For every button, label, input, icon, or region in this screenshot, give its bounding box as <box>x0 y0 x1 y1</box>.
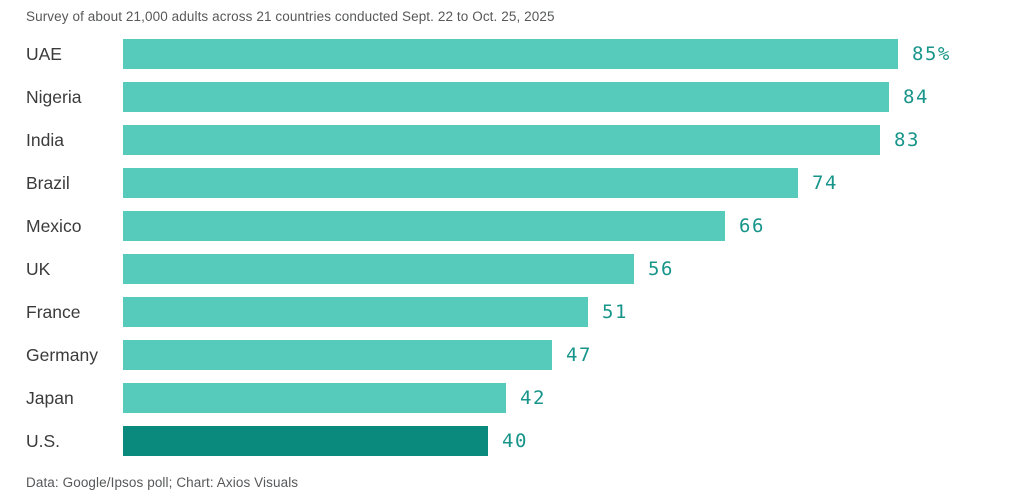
value-label: 74 <box>812 172 838 194</box>
bar-row: Germany 47 <box>26 340 951 370</box>
value-label: 85% <box>912 43 951 65</box>
bar-row: Mexico 66 <box>26 211 951 241</box>
category-label: France <box>26 301 81 322</box>
bar-row: India 83 <box>26 125 951 155</box>
bar-row: Japan 42 <box>26 383 951 413</box>
bar-row: France 51 <box>26 297 951 327</box>
value-label: 40 <box>502 430 528 452</box>
bar <box>123 297 588 327</box>
chart-subtitle: Survey of about 21,000 adults across 21 … <box>26 9 555 24</box>
category-label: U.S. <box>26 430 61 451</box>
value-label: 42 <box>520 387 546 409</box>
bar <box>123 254 634 284</box>
bar <box>123 39 898 69</box>
category-label: UAE <box>26 43 62 64</box>
category-label: Nigeria <box>26 86 82 107</box>
bar <box>123 168 798 198</box>
value-label: 66 <box>739 215 765 237</box>
category-label: India <box>26 129 64 150</box>
value-label: 51 <box>602 301 628 323</box>
value-label: 83 <box>894 129 920 151</box>
value-label: 47 <box>566 344 592 366</box>
bar-highlighted <box>123 426 488 456</box>
bar <box>123 340 552 370</box>
bar-row: UAE 85% <box>26 39 951 69</box>
bar-row: Nigeria 84 <box>26 82 951 112</box>
category-label: Germany <box>26 344 98 365</box>
bar-row: Brazil 74 <box>26 168 951 198</box>
category-label: UK <box>26 258 51 279</box>
bar <box>123 82 889 112</box>
bar-chart: UAE 85% Nigeria 84 India 83 Brazil 74 Mexico 66 UK… <box>26 39 951 456</box>
category-label: Japan <box>26 387 74 408</box>
bar <box>123 383 506 413</box>
bar <box>123 125 880 155</box>
bar <box>123 211 725 241</box>
category-label: Mexico <box>26 215 82 236</box>
value-label: 84 <box>903 86 929 108</box>
bar-row: UK 56 <box>26 254 951 284</box>
chart-source: Data: Google/Ipsos poll; Chart: Axios Vi… <box>26 475 299 490</box>
category-label: Brazil <box>26 172 70 193</box>
value-label: 56 <box>648 258 674 280</box>
bar-row: U.S. 40 <box>26 426 951 456</box>
